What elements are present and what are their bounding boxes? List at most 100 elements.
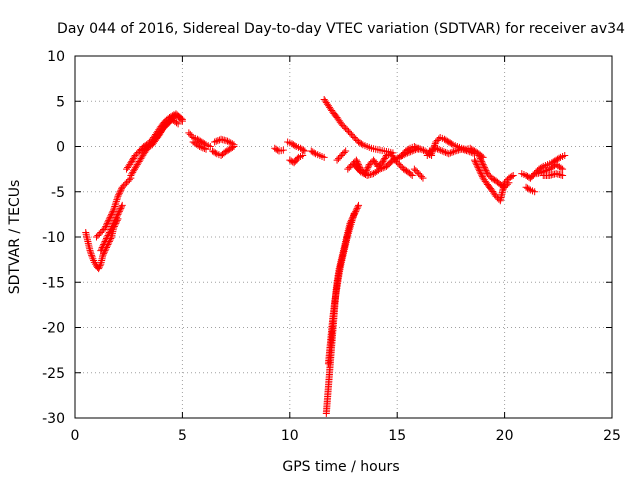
data-point [108,209,116,217]
data-point [105,228,113,236]
data-point [111,201,119,209]
data-point [481,177,489,185]
data-point [347,220,355,228]
data-point [336,153,344,161]
data-point [429,146,437,154]
data-point [483,170,491,178]
data-point [432,138,440,146]
data-point [292,156,300,164]
data-point [401,166,409,174]
data-point [198,138,206,146]
data-point [271,144,279,152]
data-point [137,146,145,154]
data-point [473,161,481,169]
data-point [286,156,294,164]
data-point [112,215,120,223]
data-point [289,141,297,149]
data-point [204,142,212,150]
y-tick-label: 10 [47,49,65,65]
data-point [477,170,485,178]
data-point [490,189,498,197]
data-point [106,213,114,221]
data-point [297,152,305,160]
data-point [94,231,102,239]
data-point [89,255,97,263]
data-point [372,159,380,167]
data-point [100,239,108,247]
data-point [538,168,546,176]
data-point [440,148,448,156]
data-point [503,180,511,188]
data-point [506,173,514,181]
data-point [445,150,453,158]
data-point [109,221,117,229]
data-point [450,148,458,156]
data-point [335,271,343,279]
data-point [112,197,120,205]
data-point [432,144,440,152]
data-point [400,165,408,173]
data-point [365,143,373,151]
data-point [125,176,133,184]
data-point [443,137,451,145]
data-point [360,170,368,178]
y-tick-label: -30 [42,411,65,427]
data-point [345,228,353,236]
data-point [98,244,106,252]
data-point [87,248,95,256]
data-point [467,148,475,156]
data-point [118,183,126,191]
data-point [96,262,104,270]
data-point [230,141,238,149]
data-point [110,204,118,212]
data-point [381,154,389,162]
data-point [435,135,443,143]
data-point [471,156,479,164]
data-point [129,154,137,162]
data-point [482,167,490,175]
data-point [331,111,339,119]
data-point [107,225,115,233]
data-point [481,165,489,173]
data-point [224,146,232,154]
data-point [105,215,113,223]
data-point [99,242,107,250]
data-point [445,138,453,146]
data-point [347,130,355,138]
data-point [354,203,362,211]
data-point [291,142,299,150]
data-point [113,212,121,220]
data-point [333,284,341,292]
x-tick-label: 0 [71,428,80,444]
data-point [364,164,372,172]
data-point [344,165,352,173]
x-tick-label: 25 [603,428,621,444]
data-point [138,153,146,161]
data-point [442,148,450,156]
data-point [478,171,486,179]
data-point [333,156,341,164]
data-point [118,201,126,209]
data-point [345,127,353,135]
data-point [399,150,407,158]
data-point [365,161,373,169]
x-tick-label: 5 [178,428,187,444]
data-point [526,174,534,182]
x-tick-label: 20 [496,428,514,444]
data-point [488,174,496,182]
data-point [294,143,302,151]
data-point [108,210,116,218]
data-point [525,185,533,193]
data-point [481,164,489,172]
y-tick-label: -5 [51,185,65,201]
data-point [508,172,516,180]
data-point [346,224,354,232]
data-point [343,126,351,134]
data-point [142,144,150,152]
data-point [466,148,474,156]
data-point [145,143,153,150]
data-point [555,154,563,162]
data-point [113,213,121,221]
data-point [471,158,479,166]
data-point [412,167,420,175]
